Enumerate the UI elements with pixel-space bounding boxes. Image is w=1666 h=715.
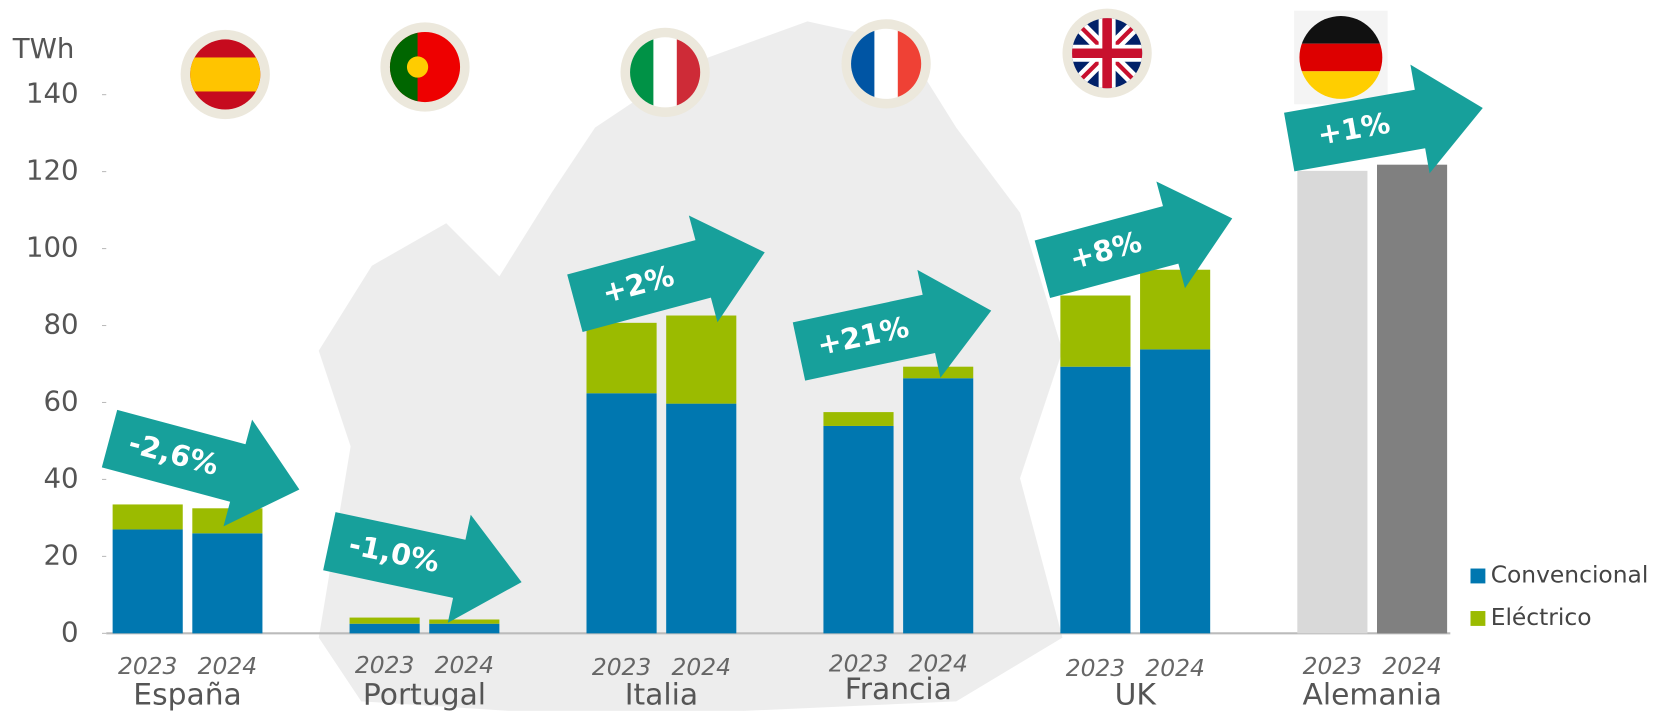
legend-swatch	[1470, 611, 1486, 626]
x-tick-label: España	[133, 678, 242, 711]
year-label: 2024	[1145, 654, 1204, 682]
y-tick-label: 60	[43, 384, 78, 417]
year-label: 2023	[1066, 654, 1125, 682]
year-label: 2024	[198, 652, 257, 680]
flags	[180, 8, 1388, 120]
year-label: 2023	[118, 652, 177, 680]
arrow-shape	[1284, 64, 1483, 174]
year-label: 2024	[1382, 652, 1441, 680]
year-label: 2024	[672, 653, 731, 681]
y-tick-label: 120	[26, 154, 79, 187]
change-arrow: -1,0%	[323, 512, 522, 623]
bar-segment	[1140, 349, 1211, 634]
bar-segment	[1140, 269, 1211, 350]
x-tick-label: UK	[1115, 678, 1158, 711]
change-arrow: -2,6%	[101, 409, 300, 527]
arrow-shape	[567, 215, 765, 332]
arrow-shape	[1034, 181, 1233, 298]
bar-segment	[192, 533, 263, 634]
y-axis-label: TWh	[12, 32, 75, 65]
change-arrow: +2%	[567, 215, 765, 332]
change-arrow: +21%	[792, 269, 992, 381]
bar-segment	[429, 623, 500, 634]
bar-segment	[586, 322, 657, 394]
bar-segment	[1297, 170, 1368, 634]
bar-segment	[349, 617, 420, 624]
legend-label: Convencional	[1491, 560, 1649, 588]
bar-segment	[903, 378, 974, 634]
bar-segment	[666, 315, 737, 404]
arrow-shape	[101, 409, 300, 527]
bar-segment	[666, 403, 737, 634]
legend-swatch	[1470, 568, 1486, 584]
bar-segment	[903, 366, 974, 379]
bar-segment	[1060, 295, 1131, 367]
x-tick-label: Italia	[625, 678, 698, 711]
x-tick-label: Francia	[845, 672, 952, 707]
year-label: 2023	[1303, 652, 1362, 680]
change-arrow: +8%	[1034, 181, 1233, 298]
year-label: 2023	[355, 651, 414, 679]
bar-segment	[349, 623, 420, 634]
arrow-shape	[323, 512, 522, 623]
year-label: 2024	[435, 651, 494, 679]
year-label: 2024	[908, 650, 967, 678]
year-label: 2023	[829, 650, 888, 678]
y-tick-label: 140	[26, 77, 79, 110]
year-label: 2023	[592, 653, 651, 681]
arrow-shape	[792, 269, 992, 381]
bar-segment	[429, 619, 500, 624]
bar-segment	[823, 425, 894, 634]
bar-segment	[1377, 164, 1448, 634]
bar-segment	[823, 412, 894, 426]
y-tick-label: 20	[43, 538, 78, 571]
bar-segment	[112, 504, 183, 530]
bar-segment	[112, 529, 183, 634]
legend-label: Eléctrico	[1491, 603, 1592, 631]
x-tick-label: Portugal	[363, 678, 486, 711]
y-tick-label: 0	[61, 615, 79, 648]
x-tick-label: Alemania	[1302, 678, 1441, 711]
y-tick-label: 40	[43, 461, 78, 494]
bar-segment	[586, 393, 657, 634]
bar-segment	[1060, 366, 1131, 634]
y-tick-label: 80	[43, 308, 78, 341]
change-arrow: +1%	[1284, 64, 1483, 174]
y-tick-label: 100	[26, 231, 79, 264]
